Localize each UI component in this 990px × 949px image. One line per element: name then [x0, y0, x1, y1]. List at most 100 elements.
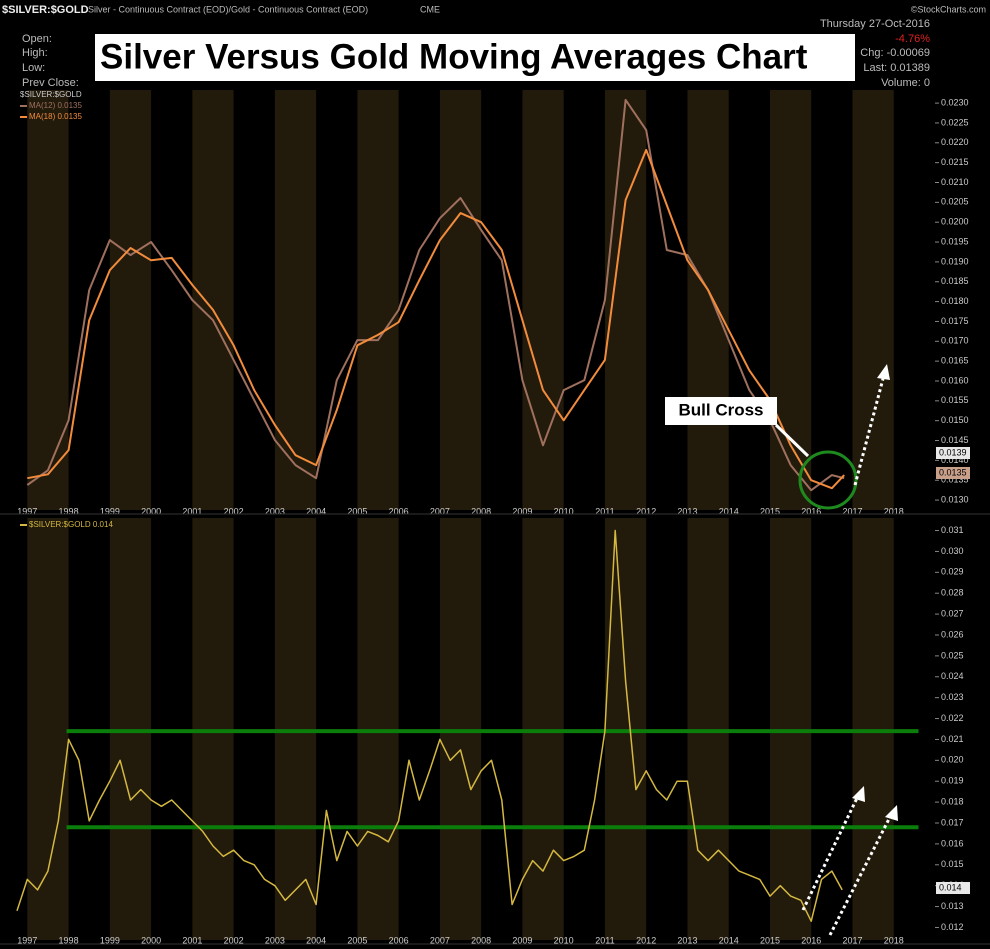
arrowheads: [852, 364, 898, 821]
x-tick-label: 2016: [801, 935, 821, 945]
y-tick-label: 0.013: [941, 901, 964, 911]
x-tick-label: 2012: [636, 935, 656, 945]
year-band: [274, 90, 317, 510]
x-tick-label: 1998: [59, 506, 79, 516]
year-band: [852, 90, 894, 510]
x-tick-label: 2008: [471, 506, 491, 516]
year-band: [852, 518, 894, 940]
year-band: [357, 90, 399, 510]
x-tick-label: 2018: [884, 506, 904, 516]
year-band: [27, 90, 69, 510]
y-tick-label: 0.018: [941, 796, 964, 806]
x-tick-label: 2002: [224, 935, 244, 945]
series-line: [27, 148, 845, 490]
y-tick-label: 0.0165: [941, 356, 969, 366]
x-tick-label: 2009: [512, 935, 532, 945]
y-tick-label: 0.029: [941, 567, 964, 577]
year-band: [192, 518, 234, 940]
y-tick-label: 0.012: [941, 922, 964, 932]
y-tick-label: 0.0130: [941, 494, 969, 504]
arrow: [853, 374, 886, 486]
year-band: [109, 518, 152, 940]
volume: Volume: 0: [881, 77, 930, 89]
x-tick-label: 2000: [141, 506, 161, 516]
y-tick-label: 0.0220: [941, 137, 969, 147]
year-band: [604, 518, 647, 940]
y-tick-label: 0.0180: [941, 296, 969, 306]
x-tick-label: 2016: [801, 506, 821, 516]
y-tick-label: 0.0205: [941, 197, 969, 207]
y-tick-label: 0.025: [941, 650, 964, 660]
year-band: [687, 518, 729, 940]
x-tick-label: 1999: [100, 935, 120, 945]
y-tick-label: 0.017: [941, 817, 964, 827]
y-tick-label: 0.0200: [941, 217, 969, 227]
y-tick-label: 0.0145: [941, 435, 969, 445]
source: ©StockCharts.com: [911, 4, 986, 14]
chart-title: Silver Versus Gold Moving Averages Chart: [100, 37, 808, 76]
legend-title: $SILVER:$GOLD: [20, 90, 82, 99]
year-band: [687, 90, 729, 510]
x-tick-label: 2000: [141, 935, 161, 945]
last: Last: 0.01389: [863, 62, 930, 74]
x-tick-label: 2017: [842, 506, 862, 516]
year-band: [522, 518, 564, 940]
x-tick-label: 2007: [430, 506, 450, 516]
callout-box: [665, 397, 777, 425]
year-band: [357, 518, 399, 940]
y-tick-label: 0.027: [941, 608, 964, 618]
y-tick-label: 0.0195: [941, 236, 969, 246]
y-tick-label: 0.0140: [941, 455, 969, 465]
price-label-box: [936, 882, 970, 894]
y-tick-label: 0.021: [941, 734, 964, 744]
x-tick-label: 2008: [471, 935, 491, 945]
arrowhead: [885, 805, 898, 821]
x-tick-label: 2006: [389, 935, 409, 945]
x-tick-label: 2013: [677, 506, 697, 516]
y-tick-label: 0.016: [941, 838, 964, 848]
x-tick-label: 2014: [719, 935, 739, 945]
y-tick-label: 0.0160: [941, 375, 969, 385]
prev-close-label: Prev Close:: [22, 77, 79, 89]
x-tick-label: 2002: [224, 506, 244, 516]
y-tick-label: 0.019: [941, 776, 964, 786]
plots: 1997 1998 1999 2000 2001 2002 2003 2004 2005 2006…: [0, 97, 990, 945]
y-tick-label: 0.0150: [941, 415, 969, 425]
x-tick-label: 2005: [347, 506, 367, 516]
x-tick-label: 1997: [17, 506, 37, 516]
y-tick-label: 0.0230: [941, 97, 969, 107]
x-tick-label: 1999: [100, 506, 120, 516]
x-tick-label: 2011: [595, 506, 614, 516]
open-label: Open:: [22, 33, 52, 45]
y-tick-label: 0.0225: [941, 117, 969, 127]
change-pct: -4.76%: [895, 33, 930, 45]
title-banner: [95, 34, 855, 81]
x-tick-label: 2009: [512, 506, 532, 516]
y-tick-label: 0.0190: [941, 256, 969, 266]
x-tick-label: 2005: [347, 935, 367, 945]
y-tick-label: 0.0185: [941, 276, 969, 286]
series-line: [26, 98, 845, 492]
exchange: CME: [420, 4, 440, 14]
y-tick-label: 0.031: [941, 525, 964, 535]
symbol: $SILVER:$GOLD: [2, 4, 89, 16]
y-tick-label: 0.0135: [941, 475, 969, 485]
x-tick-label: 2011: [595, 935, 614, 945]
price-label-box: [936, 467, 970, 479]
chg: Chg: -0.00069: [860, 47, 930, 59]
x-tick-label: 1997: [17, 935, 37, 945]
highlight-circle: [798, 450, 858, 510]
year-band: [27, 518, 69, 940]
high-label: High:: [22, 47, 48, 59]
year-band: [769, 518, 812, 940]
y-tick-label: 0.023: [941, 692, 964, 702]
x-tick-label: 2003: [265, 935, 285, 945]
x-tick-label: 2010: [554, 935, 574, 945]
price-label: 0.0135: [939, 467, 967, 477]
x-tick-label: 2001: [182, 935, 202, 945]
year-band: [192, 90, 234, 510]
year-band: [109, 90, 152, 510]
y-tick-label: 0.0175: [941, 316, 969, 326]
date: Thursday 27-Oct-2016: [820, 18, 930, 30]
